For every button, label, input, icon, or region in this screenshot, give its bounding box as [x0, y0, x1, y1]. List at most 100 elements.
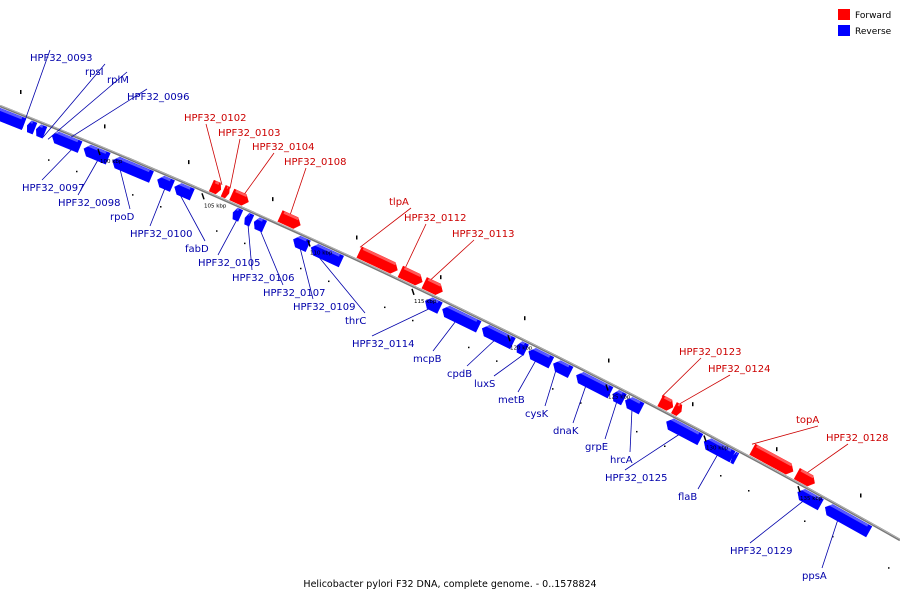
marker-dot	[552, 388, 554, 390]
gene-label-flab: flaB	[678, 492, 697, 503]
gene-arrow-fabd	[232, 207, 244, 222]
leader-hpf32-0129	[749, 500, 805, 544]
gene-shape-hrca	[666, 418, 704, 446]
gene-arrow-hpf32-0103	[220, 185, 231, 199]
gene-gloss-hpf32-0109	[314, 243, 341, 257]
leader-grpe	[604, 401, 618, 440]
leader-metb	[517, 359, 537, 393]
genome-caption: Helicobacter pylori F32 DNA, complete ge…	[303, 579, 596, 590]
gene-gloss-hrca	[669, 417, 700, 435]
gene-shape-luxs	[528, 348, 555, 369]
gene-shape-flab	[730, 451, 740, 465]
gene-arrow-flab	[730, 451, 740, 465]
leader-topa	[751, 425, 819, 445]
gene-gloss-thrc	[428, 296, 439, 304]
leader-hpf32-0112	[404, 223, 427, 269]
gene-label-hpf32-0128: HPF32_0128	[826, 433, 888, 444]
gene-shape-hpf32-0093	[0, 107, 27, 131]
gene-gloss-luxs	[532, 346, 551, 358]
gene-gloss-rplm	[39, 124, 44, 128]
marker-dot	[272, 197, 274, 202]
gene-label-cpdb: cpdB	[447, 369, 472, 380]
leader-hpf32-0125	[624, 433, 681, 471]
gene-shape-hpf32-0096	[51, 131, 83, 153]
leader-rpod	[119, 168, 131, 210]
gene-label-hpf32-0104: HPF32_0104	[252, 142, 314, 153]
gene-gloss-hpf32-0112	[403, 266, 422, 277]
gene-label-hpf32-0123: HPF32_0123	[679, 347, 741, 358]
legend-forward-swatch	[838, 9, 850, 20]
marker-dot	[888, 567, 890, 569]
leader-hpf32-0128	[805, 443, 849, 474]
gene-label-thrc: thrC	[345, 316, 366, 327]
gene-shape-ppsa	[824, 504, 873, 538]
gene-arrow-ppsa	[824, 503, 873, 538]
genome-backbone-highlight	[0, 105, 900, 540]
gene-arrow-hpf32-0108	[277, 210, 301, 229]
marker-dot	[384, 306, 386, 309]
marker-dot	[188, 160, 190, 165]
gene-arrow-hpf32-0105	[244, 212, 255, 227]
gene-arrow-hpf32-0106	[253, 217, 268, 233]
tick-mark-2	[201, 193, 205, 200]
gene-shape-hpf32-0098	[112, 156, 154, 183]
leader-ppsa	[821, 519, 839, 569]
marker-dot	[48, 159, 50, 161]
gene-shape-thrc	[425, 297, 443, 314]
gene-label-hpf32-0100: HPF32_0100	[130, 229, 192, 240]
gene-label-rpod: rpoD	[110, 212, 135, 223]
gene-gloss-hpf32-0106	[257, 217, 264, 222]
gene-label-hpf32-0124: HPF32_0124	[708, 364, 770, 375]
gene-arrow-hpf32-0109	[310, 243, 344, 268]
leader-hpf32-0108	[289, 167, 307, 216]
gene-label-topa: topA	[796, 415, 819, 426]
gene-label-cysk: cysK	[525, 409, 549, 420]
gene-arrow-cysk	[576, 370, 614, 399]
marker-dot	[776, 447, 778, 452]
tick-mark-8	[797, 485, 801, 493]
gene-gloss-hpf32-0107	[296, 234, 307, 242]
leader-flab	[697, 453, 719, 490]
leader-dnak	[572, 385, 587, 424]
gene-gloss-hpf32-0108	[283, 211, 300, 221]
gene-gloss-flab	[735, 452, 738, 456]
leader-rpsi	[42, 63, 106, 138]
gene-shape-mcpb	[481, 325, 516, 350]
tick-label-4: 115 kbp	[414, 299, 437, 305]
background-dots	[20, 89, 890, 569]
gene-gloss-hpf32-0093	[0, 106, 23, 120]
gene-arrow-tlpa	[356, 246, 398, 274]
gene-arrow-hpf32-0100	[174, 182, 195, 201]
gene-shape-hpf32-0097	[83, 144, 111, 165]
gene-arrow-hpf32-0113	[421, 277, 443, 296]
tick-label-1: 100 kbp	[100, 159, 123, 165]
gene-label-hpf32-0129: HPF32_0129	[730, 546, 792, 557]
gene-label-hrca: hrcA	[610, 455, 633, 466]
marker-dot	[832, 535, 834, 538]
marker-dot	[664, 445, 666, 447]
gene-arrow-topa	[749, 443, 794, 475]
leader-hpf32-0113	[429, 239, 475, 281]
gene-arrow-hpf32-0102	[208, 179, 222, 195]
gene-label-hpf32-0105: HPF32_0105	[198, 258, 260, 269]
marker-dot	[496, 360, 498, 362]
legend: Forward Reverse	[838, 9, 892, 37]
gene-gloss-mcpb	[485, 323, 512, 339]
gene-arrow-hpf32-0093	[0, 106, 27, 131]
marker-dot	[20, 89, 22, 94]
gene-shape-rpsi	[27, 120, 38, 135]
leader-tlpa	[359, 207, 412, 248]
gene-gloss-tlpa	[362, 247, 397, 266]
gene-shape-hpf32-0103	[220, 185, 231, 199]
gene-gloss-hpf32-0100	[177, 182, 191, 190]
gene-arrow-rpod	[157, 174, 175, 192]
tick-mark-1	[97, 148, 101, 156]
marker-dot	[860, 493, 862, 498]
leader-hpf32-0102	[205, 123, 223, 186]
gene-arrow-rpsi	[27, 120, 38, 135]
tick-mark-7	[703, 435, 707, 442]
gene-gloss-cpdb	[520, 341, 526, 346]
gene-shape-hpf32-0124	[671, 402, 683, 416]
leader-hpf32-0097	[41, 148, 73, 181]
gene-gloss-hpf32-0104	[235, 189, 248, 198]
